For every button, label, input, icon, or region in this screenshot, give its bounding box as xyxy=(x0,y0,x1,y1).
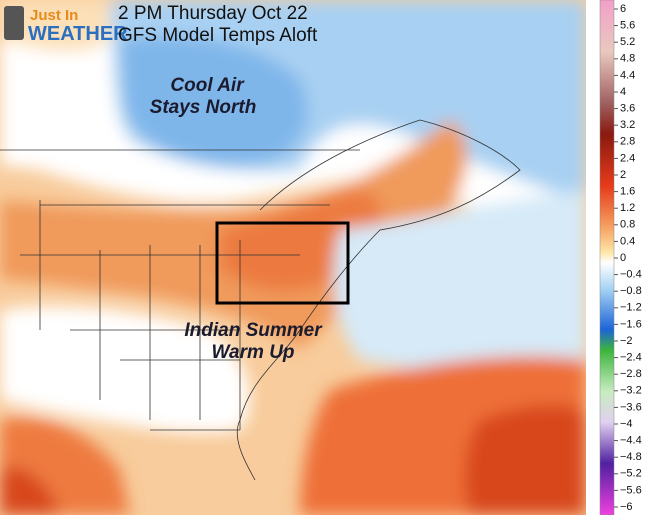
annotation-line: Indian Summer xyxy=(184,320,323,341)
borders xyxy=(0,119,521,481)
legend-label: −4 xyxy=(620,418,633,430)
annotation-line: Cool Air xyxy=(170,75,245,96)
logo-icon xyxy=(4,6,24,40)
legend-label: −2 xyxy=(620,335,633,347)
legend-label: −2.4 xyxy=(620,352,642,364)
logo: Just In WEATHER xyxy=(4,6,128,45)
color-bar xyxy=(599,0,615,515)
legend-label: 0 xyxy=(620,252,626,264)
logo-line: WEATHER xyxy=(28,23,128,45)
legend-label: −0.4 xyxy=(620,269,642,281)
annotation-line: Stays North xyxy=(150,97,257,118)
legend-label: −6 xyxy=(620,501,633,513)
legend-label: −5.2 xyxy=(620,468,642,480)
legend-label: 1.6 xyxy=(620,186,635,198)
legend-label: −1.2 xyxy=(620,302,642,314)
legend-label: −5.6 xyxy=(620,484,642,496)
map xyxy=(0,0,586,515)
legend-label: 0.8 xyxy=(620,219,635,231)
legend-label: 2 xyxy=(620,169,626,181)
legend-label: 4.4 xyxy=(620,69,635,81)
legend-label: −4.8 xyxy=(620,451,642,463)
legend-label: 3.2 xyxy=(620,119,635,131)
header-line: GFS Model Temps Aloft xyxy=(118,25,318,46)
legend-label: 4 xyxy=(620,86,626,98)
legend-label: 2.4 xyxy=(620,152,635,164)
legend-label: 5.2 xyxy=(620,36,635,48)
legend-label: −4.4 xyxy=(620,435,642,447)
legend-label: 3.6 xyxy=(620,103,635,115)
legend-label: 4.8 xyxy=(620,53,635,65)
legend-label: −0.8 xyxy=(620,285,642,297)
legend-label: −3.6 xyxy=(620,401,642,413)
legend-label: 2.8 xyxy=(620,136,635,148)
annotation-line: Warm Up xyxy=(211,342,294,363)
header-line: 2 PM Thursday Oct 22 xyxy=(118,3,308,24)
legend-label: 6 xyxy=(620,3,626,15)
legend-label: 5.6 xyxy=(620,20,635,32)
legend-label: −2.8 xyxy=(620,368,642,380)
focus-box xyxy=(215,221,350,305)
legend-label: −3.2 xyxy=(620,385,642,397)
legend-label: −1.6 xyxy=(620,318,642,330)
temperature-field xyxy=(0,0,586,515)
legend-label: 1.2 xyxy=(620,202,635,214)
legend-panel xyxy=(586,0,659,515)
legend-label: 0.4 xyxy=(620,235,635,247)
logo-line: Just In xyxy=(30,7,78,24)
